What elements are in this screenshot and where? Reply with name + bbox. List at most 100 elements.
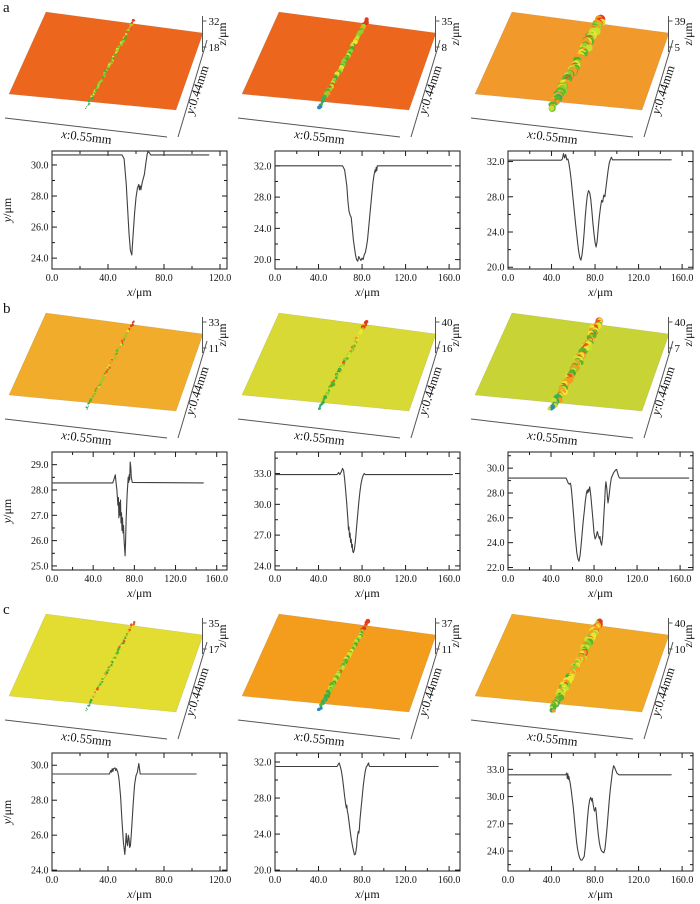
z-axis-line-3d bbox=[202, 16, 207, 52]
profile-line bbox=[274, 165, 452, 262]
axis-ticks bbox=[507, 753, 693, 871]
x-axis-line-3d bbox=[470, 719, 634, 740]
x-tick-label: 120.0 bbox=[164, 574, 187, 585]
surface-plane bbox=[241, 11, 437, 111]
y-axis-line-3d bbox=[643, 641, 674, 740]
y-tick-label: 32.0 bbox=[487, 157, 505, 168]
profile-plot-a3: 0.0 40.0 80.0 120.0 160.0 20.0 24.0 28.0 32.0 x/μ… bbox=[487, 150, 694, 299]
row-label-a: a bbox=[3, 0, 10, 16]
x-axis-title: x/μm bbox=[126, 285, 152, 299]
x-tick-label: 160.0 bbox=[671, 875, 694, 886]
x-tick-label: 80.0 bbox=[126, 574, 144, 585]
z-axis-line-3d bbox=[668, 16, 673, 52]
y-axis-line-3d bbox=[177, 39, 208, 138]
y-axis-title: y/μm bbox=[0, 799, 14, 825]
x-tick-label: 120.0 bbox=[627, 273, 650, 284]
x-tick-label: 40.0 bbox=[99, 273, 117, 284]
profile-line bbox=[51, 762, 197, 855]
plot-frame bbox=[51, 451, 228, 571]
x-tick-label: 80.0 bbox=[353, 273, 371, 284]
figure-row-a: a x:0.55mm y:0.44mm 32 18 z/μm 0.0 40.0 80.0 120.… bbox=[0, 0, 700, 301]
surface-plane bbox=[241, 613, 437, 713]
z-axis-title: z/μm bbox=[683, 324, 695, 348]
x-tick-label: 80.0 bbox=[353, 875, 371, 886]
y-tick-label: 26.0 bbox=[31, 223, 49, 234]
profile-plot-b2: 0.0 40.0 80.0 120.0 160.0 24.0 27.0 30.0 33.0 x/μ… bbox=[254, 451, 461, 600]
surface-plane bbox=[474, 312, 670, 412]
x-axis-title: x/μm bbox=[126, 586, 152, 600]
x-axis-line-3d bbox=[237, 418, 401, 439]
y-tick-label: 28.0 bbox=[31, 485, 49, 496]
axis-ticks bbox=[507, 452, 693, 570]
x-axis-line-3d bbox=[237, 719, 401, 740]
x-axis-line-3d bbox=[4, 117, 168, 138]
x-axis-line-3d bbox=[470, 117, 634, 138]
y-tick-label: 28.0 bbox=[31, 192, 49, 203]
surface-plane bbox=[474, 11, 670, 111]
y-tick-label: 29.0 bbox=[31, 460, 49, 471]
row-label-c: c bbox=[3, 602, 10, 618]
x-tick-label: 80.0 bbox=[586, 875, 604, 886]
x-tick-label: 80.0 bbox=[586, 273, 604, 284]
profile-line bbox=[507, 153, 672, 261]
y-tick-label: 24.0 bbox=[487, 538, 505, 549]
z-tick-top: 40 bbox=[442, 317, 454, 329]
y-tick-label: 33.0 bbox=[254, 469, 272, 480]
z-tick-top: 35 bbox=[209, 618, 221, 630]
x-tick-label: 160.0 bbox=[671, 273, 694, 284]
panel-b1: x:0.55mm y:0.44mm 33 11 z/μm 0.0 40.0 80.0 120.0… bbox=[0, 301, 233, 602]
groove-speckles bbox=[85, 621, 136, 712]
x-axis-title: x/μm bbox=[354, 586, 380, 600]
x-tick-label: 160.0 bbox=[669, 574, 692, 585]
x-tick-label: 40.0 bbox=[310, 273, 328, 284]
z-tick-top: 32 bbox=[209, 16, 220, 28]
x-extent-label: x:0.55mm bbox=[293, 729, 346, 749]
x-axis-title: x/μm bbox=[587, 887, 613, 901]
y-tick-label: 24.0 bbox=[31, 254, 49, 265]
figure-row-c: c x:0.55mm y:0.44mm 35 17 z/μm 0.0 40.0 80.0 120.… bbox=[0, 602, 700, 903]
z-axis-title: z/μm bbox=[683, 23, 695, 47]
profile-plot-a1: 0.0 40.0 80.0 120.0 24.0 26.0 28.0 30.0 x/μm y/μm bbox=[0, 150, 231, 299]
x-extent-label: x:0.55mm bbox=[60, 127, 113, 147]
axis-ticks bbox=[51, 151, 227, 269]
z-axis-title: z/μm bbox=[217, 625, 229, 649]
plot-frame bbox=[51, 752, 228, 872]
y-axis-line-3d bbox=[177, 340, 208, 439]
axis-ticks bbox=[51, 451, 227, 570]
y-axis-title: y/μm bbox=[0, 197, 14, 223]
x-tick-label: 120.0 bbox=[627, 875, 650, 886]
y-tick-label: 28.0 bbox=[31, 796, 49, 807]
y-tick-label: 24.0 bbox=[487, 847, 505, 858]
y-tick-label: 25.0 bbox=[31, 561, 49, 572]
x-tick-label: 160.0 bbox=[438, 273, 461, 284]
panel-a3: x:0.55mm y:0.44mm 39 5 z/μm 0.0 40.0 80.0 120.0 1… bbox=[466, 0, 699, 301]
z-axis-line-3d bbox=[202, 618, 207, 654]
x-axis-title: x/μm bbox=[354, 285, 380, 299]
surface-plane bbox=[8, 613, 204, 713]
z-tick-top: 40 bbox=[675, 618, 687, 630]
x-tick-label: 0.0 bbox=[269, 875, 282, 886]
y-tick-label: 28.0 bbox=[487, 488, 505, 499]
panel-a2: x:0.55mm y:0.44mm 35 8 z/μm 0.0 40.0 80.0 120.0 1… bbox=[233, 0, 466, 301]
surface-plane bbox=[8, 11, 204, 111]
y-tick-label: 27.0 bbox=[254, 531, 272, 542]
y-tick-label: 30.0 bbox=[31, 160, 49, 171]
profile-line bbox=[274, 467, 453, 554]
figure-row-b: b x:0.55mm y:0.44mm 33 11 z/μm 0.0 40.0 80.0 120.… bbox=[0, 301, 700, 602]
y-tick-label: 26.0 bbox=[31, 536, 49, 547]
x-tick-label: 120.0 bbox=[209, 875, 232, 886]
y-tick-label: 27.0 bbox=[487, 819, 505, 830]
surface-plane bbox=[8, 312, 204, 412]
plot-frame bbox=[51, 150, 228, 270]
x-tick-label: 0.0 bbox=[46, 273, 59, 284]
z-tick-bottom: 7 bbox=[675, 343, 681, 355]
x-extent-label: x:0.55mm bbox=[526, 428, 579, 448]
z-tick-top: 37 bbox=[442, 618, 454, 630]
plot-frame bbox=[274, 752, 461, 872]
y-tick-label: 27.0 bbox=[31, 511, 49, 522]
x-tick-label: 40.0 bbox=[543, 875, 561, 886]
